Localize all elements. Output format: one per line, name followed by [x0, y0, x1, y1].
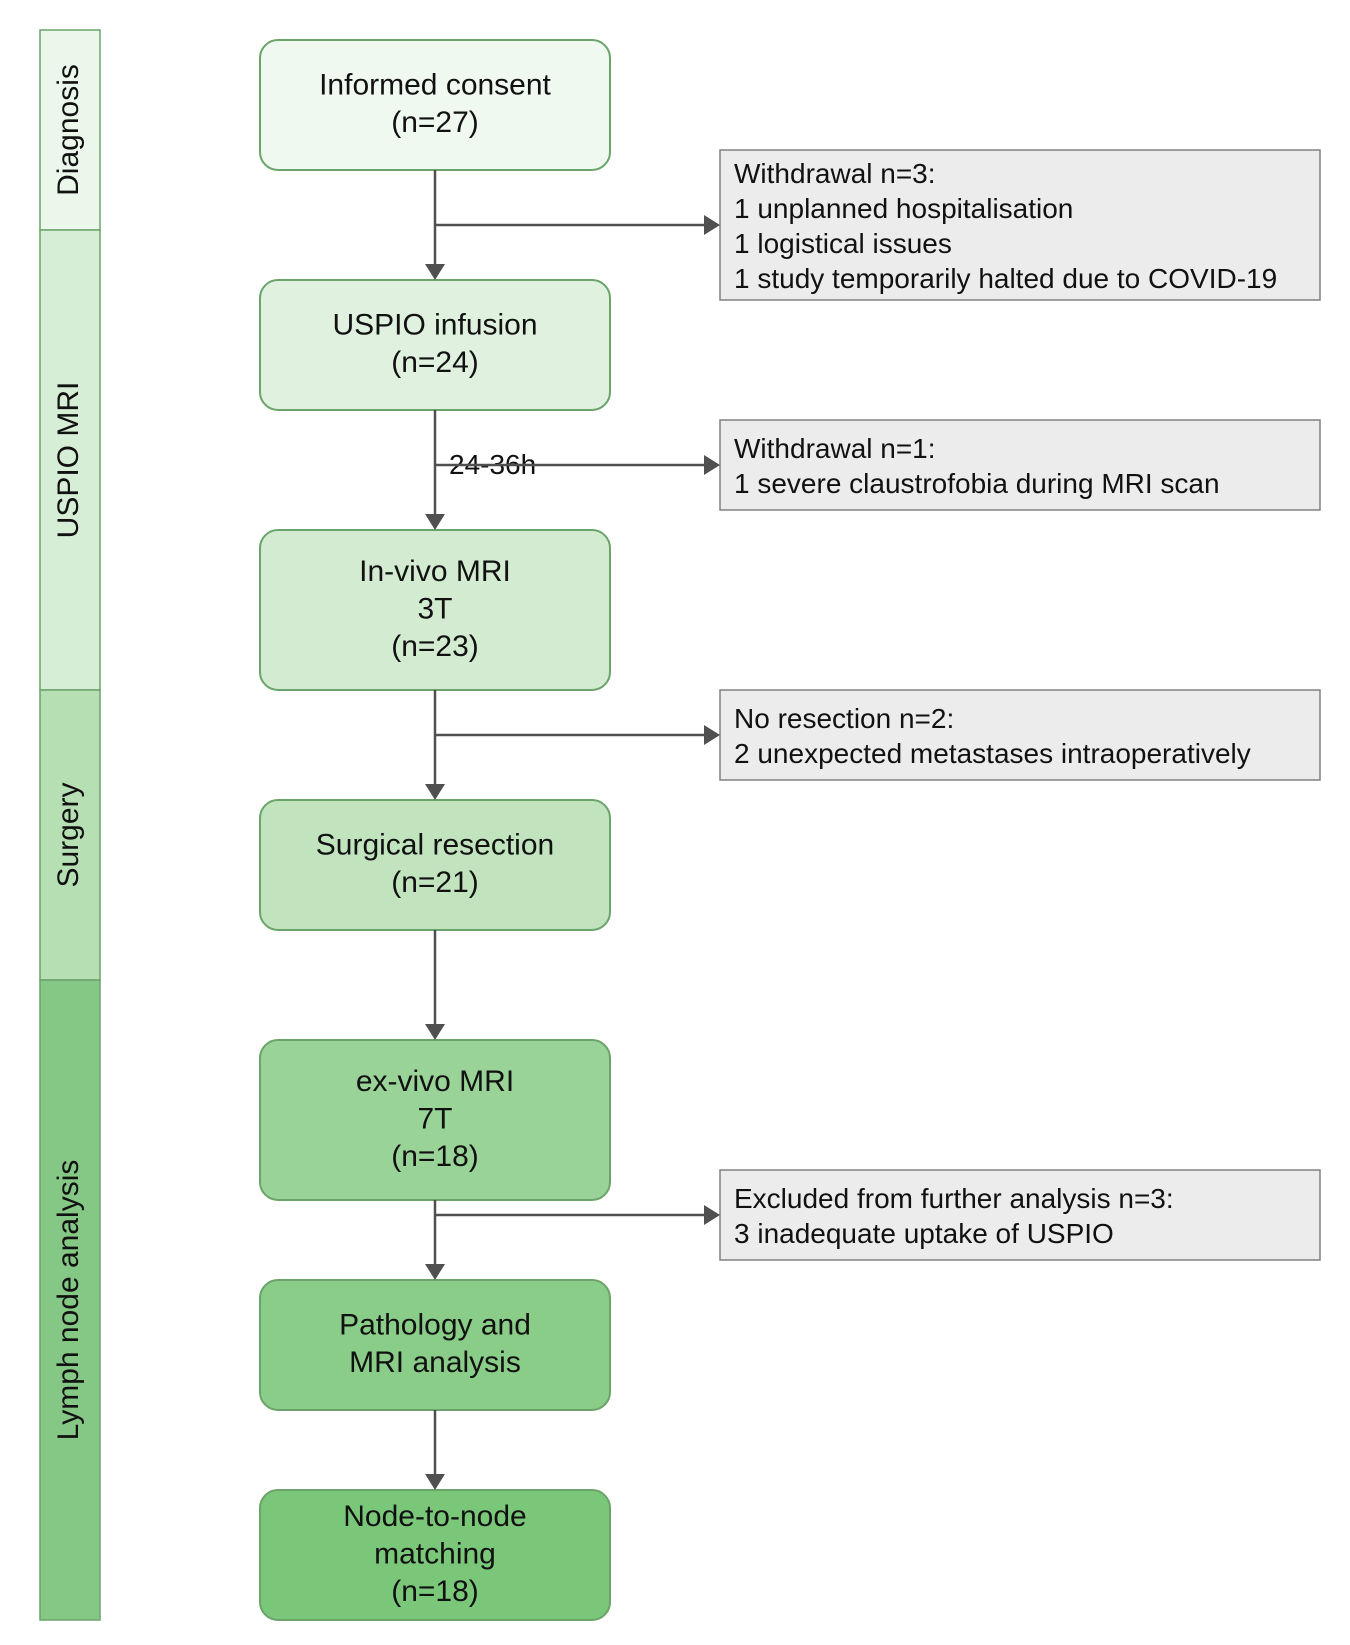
flow-box-match: Node-to-node matching (n=18): [260, 1490, 610, 1620]
flowchart-canvas: Diagnosis USPIO MRI Surgery Lymph node anal…: [0, 0, 1350, 1645]
phase-label: Lymph node analysis: [52, 1160, 85, 1441]
svg-text:Withdrawal n=3:: Withdrawal n=3:: [734, 158, 936, 189]
phase-label: USPIO MRI: [52, 382, 85, 539]
svg-text:In-vivo MRI: In-vivo MRI: [359, 555, 511, 588]
svg-text:7T: 7T: [417, 1102, 452, 1135]
svg-text:Excluded from further analysis: Excluded from further analysis n=3:: [734, 1183, 1174, 1214]
svg-text:1 severe claustrofobia during: 1 severe claustrofobia during MRI scan: [734, 468, 1220, 499]
note-box-w1: Withdrawal n=3: 1 unplanned hospitalisati…: [720, 150, 1320, 300]
flow-box-surg: Surgical resection (n=21): [260, 800, 610, 930]
svg-text:1 unplanned hospitalisation: 1 unplanned hospitalisation: [734, 193, 1073, 224]
flow-box-exvivo: ex-vivo MRI 7T (n=18): [260, 1040, 610, 1200]
flow-box-consent: Informed consent (n=27): [260, 40, 610, 170]
svg-text:Pathology and: Pathology and: [339, 1309, 531, 1342]
svg-text:3T: 3T: [417, 592, 452, 625]
flow-box-uspio: USPIO infusion (n=24): [260, 280, 610, 410]
svg-text:(n=18): (n=18): [391, 1575, 479, 1608]
note-boxes: Withdrawal n=3: 1 unplanned hospitalisati…: [720, 150, 1320, 1260]
phase-label: Diagnosis: [52, 64, 85, 196]
svg-text:Withdrawal n=1:: Withdrawal n=1:: [734, 433, 936, 464]
svg-text:Informed consent: Informed consent: [319, 69, 551, 102]
svg-text:3 inadequate uptake of USPIO: 3 inadequate uptake of USPIO: [734, 1218, 1114, 1249]
note-box-w2: Withdrawal n=1: 1 severe claustrofobia du…: [720, 420, 1320, 510]
flow-box-invivo: In-vivo MRI 3T (n=23): [260, 530, 610, 690]
phase-label: Surgery: [52, 782, 85, 887]
svg-text:MRI analysis: MRI analysis: [349, 1346, 521, 1379]
svg-text:(n=23): (n=23): [391, 630, 479, 663]
svg-text:(n=18): (n=18): [391, 1140, 479, 1173]
svg-text:ex-vivo MRI: ex-vivo MRI: [356, 1065, 514, 1098]
svg-text:No resection n=2:: No resection n=2:: [734, 703, 954, 734]
svg-text:1 logistical issues: 1 logistical issues: [734, 228, 952, 259]
note-box-w4: Excluded from further analysis n=3: 3 ina…: [720, 1170, 1320, 1260]
svg-text:matching: matching: [374, 1537, 496, 1570]
flow-box-path: Pathology and MRI analysis: [260, 1280, 610, 1410]
svg-text:(n=21): (n=21): [391, 866, 479, 899]
svg-text:USPIO infusion: USPIO infusion: [332, 309, 537, 342]
svg-text:1 study temporarily halted due: 1 study temporarily halted due to COVID-…: [734, 263, 1277, 294]
note-box-w3: No resection n=2: 2 unexpected metastases…: [720, 690, 1320, 780]
svg-text:(n=24): (n=24): [391, 346, 479, 379]
svg-text:(n=27): (n=27): [391, 106, 479, 139]
svg-text:2 unexpected metastases intrao: 2 unexpected metastases intraoperatively: [734, 738, 1251, 769]
svg-text:Surgical resection: Surgical resection: [316, 829, 554, 862]
phase-bar: Diagnosis USPIO MRI Surgery Lymph node anal…: [40, 30, 100, 1620]
svg-text:Node-to-node: Node-to-node: [343, 1500, 526, 1533]
